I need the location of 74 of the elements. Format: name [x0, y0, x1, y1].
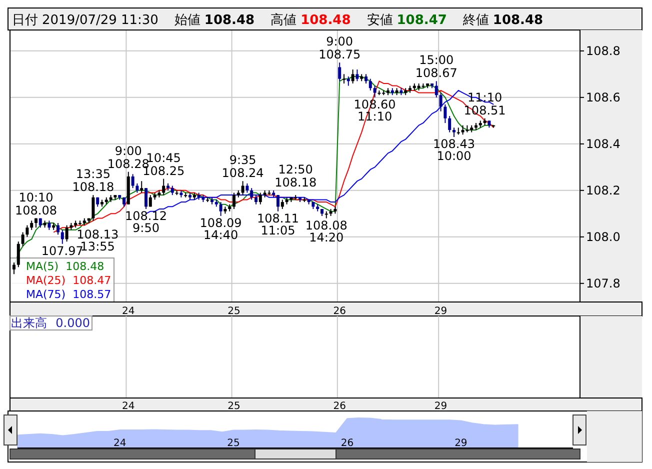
category-label: 25 [228, 401, 240, 412]
candlestick [444, 104, 447, 124]
annotation: 108.09 14:40 [200, 216, 242, 242]
candlestick [48, 220, 51, 230]
text: MA(75) 108.57 [26, 288, 112, 301]
y-tick-label: 108.0 [586, 230, 620, 244]
candlestick [16, 241, 20, 268]
candlestick [250, 188, 254, 200]
category-label: 26 [333, 401, 346, 412]
annotation: 108.12 9:50 [125, 209, 167, 236]
candlestick [140, 180, 144, 194]
candlestick [258, 192, 262, 205]
candlestick [65, 224, 68, 242]
candlestick [434, 80, 438, 98]
category-label: 24 [122, 401, 135, 412]
candlestick [373, 85, 376, 98]
candlestick [276, 194, 280, 212]
candlestick [12, 262, 16, 275]
annotation: 108.08 14:20 [305, 218, 348, 244]
x-tick-label: 25 [228, 306, 240, 317]
annotation: 15:00 108.67 [415, 53, 458, 80]
candlestick [448, 116, 452, 133]
candlestick [452, 127, 456, 138]
series-label: MA(5) 108.48 [26, 260, 104, 273]
candlestick [461, 124, 464, 136]
y-tick-label: 107.8 [586, 276, 620, 290]
y-tick-label: 108.8 [586, 44, 620, 58]
category-label: 29 [434, 401, 448, 412]
annotation: 107.97 [41, 244, 84, 258]
candlestick [342, 74, 346, 84]
text: MA(25) 108.47 [26, 274, 112, 287]
y-tick-label: 108.2 [586, 183, 620, 198]
x-tick-label: 29 [434, 306, 448, 317]
x-tick-label: 26 [333, 306, 346, 317]
candlestick [338, 62, 342, 82]
candlestick [364, 74, 368, 84]
candlestick [92, 194, 95, 222]
x-tick-label: 24 [113, 438, 126, 449]
candlestick [232, 192, 236, 210]
candlestick [241, 180, 244, 196]
y-tick-label: 108.4 [586, 136, 620, 151]
annotation: 9:35 108.24 [222, 153, 264, 180]
candlestick [351, 69, 354, 84]
candlestick [170, 185, 174, 196]
x-tick-label: 29 [454, 438, 468, 449]
candlestick [60, 229, 64, 244]
candlestick [280, 199, 284, 210]
annotation: 108.43 10:00 [433, 136, 475, 163]
annotation: 10:10 108.08 [15, 190, 57, 218]
x-tick-label: 25 [227, 438, 240, 449]
y-tick-label: 108.6 [586, 90, 620, 104]
annotation: 12:50 108.18 [274, 162, 317, 190]
candlestick [356, 69, 359, 82]
candlestick [131, 174, 134, 189]
annotation: 9:00 108.75 [318, 34, 361, 62]
candlestick [21, 232, 24, 247]
candlestick [246, 182, 249, 194]
text: 0.000 [56, 316, 90, 330]
candlestick [219, 202, 222, 216]
annotation: 13:35 108.18 [72, 167, 114, 194]
candlestick [162, 178, 166, 196]
candlestick [56, 222, 60, 236]
candlestick [368, 78, 372, 91]
text: 出来高 [11, 316, 47, 330]
candlestick [26, 224, 29, 238]
candlestick [144, 188, 148, 210]
chart-title: 日付 2019/07/29 11:30 始値 108.48 高値 108.48 安値 108.47 終値 108.48 [12, 13, 544, 28]
candlestick [254, 194, 258, 205]
x-tick-label: 26 [340, 438, 354, 449]
x-tick-label: 24 [122, 306, 135, 317]
candlestick [136, 182, 139, 194]
annotation: 108.11 11:05 [257, 211, 299, 238]
candlestick [30, 220, 34, 230]
candlestick [439, 92, 442, 112]
